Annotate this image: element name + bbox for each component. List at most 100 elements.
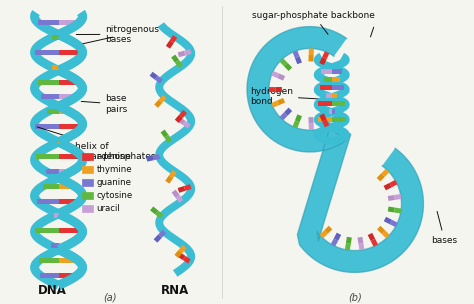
Polygon shape bbox=[30, 10, 87, 289]
Bar bbox=[82, 179, 93, 186]
Polygon shape bbox=[382, 230, 390, 238]
Polygon shape bbox=[51, 243, 58, 248]
Polygon shape bbox=[165, 175, 173, 184]
Polygon shape bbox=[394, 194, 401, 200]
Text: helix of
sugar-phosphates: helix of sugar-phosphates bbox=[37, 127, 156, 161]
Polygon shape bbox=[56, 246, 87, 289]
Text: (b): (b) bbox=[348, 292, 362, 302]
Text: base
pairs: base pairs bbox=[81, 94, 128, 114]
Polygon shape bbox=[175, 115, 183, 123]
Polygon shape bbox=[57, 139, 58, 144]
Polygon shape bbox=[284, 108, 292, 116]
Text: hydrogen
bond: hydrogen bond bbox=[250, 87, 322, 106]
Polygon shape bbox=[46, 169, 58, 174]
Polygon shape bbox=[172, 190, 180, 198]
Polygon shape bbox=[318, 117, 332, 122]
Polygon shape bbox=[39, 258, 58, 263]
Polygon shape bbox=[331, 238, 338, 247]
Polygon shape bbox=[324, 77, 332, 82]
Polygon shape bbox=[153, 154, 160, 160]
Polygon shape bbox=[332, 77, 340, 82]
Polygon shape bbox=[277, 74, 285, 81]
Polygon shape bbox=[178, 186, 185, 193]
Polygon shape bbox=[35, 124, 58, 129]
Polygon shape bbox=[53, 35, 58, 40]
Polygon shape bbox=[154, 100, 162, 108]
Polygon shape bbox=[57, 102, 87, 146]
Polygon shape bbox=[280, 58, 288, 66]
Text: bases: bases bbox=[431, 211, 457, 245]
Polygon shape bbox=[54, 213, 58, 219]
Polygon shape bbox=[47, 109, 58, 114]
Polygon shape bbox=[292, 50, 300, 58]
Polygon shape bbox=[358, 243, 365, 250]
Bar bbox=[82, 154, 93, 161]
Polygon shape bbox=[377, 173, 385, 181]
Polygon shape bbox=[292, 120, 300, 128]
Polygon shape bbox=[57, 31, 87, 74]
Polygon shape bbox=[38, 20, 58, 25]
Text: uracil: uracil bbox=[96, 204, 120, 213]
Polygon shape bbox=[58, 213, 63, 219]
Polygon shape bbox=[346, 237, 352, 244]
Polygon shape bbox=[321, 69, 332, 74]
Polygon shape bbox=[179, 110, 187, 118]
Polygon shape bbox=[332, 69, 342, 74]
Polygon shape bbox=[319, 230, 328, 238]
Polygon shape bbox=[30, 10, 87, 289]
Polygon shape bbox=[58, 154, 82, 159]
Polygon shape bbox=[322, 119, 329, 127]
Polygon shape bbox=[58, 184, 74, 189]
Polygon shape bbox=[388, 195, 395, 201]
Polygon shape bbox=[177, 117, 185, 125]
Polygon shape bbox=[164, 135, 172, 143]
Polygon shape bbox=[314, 53, 350, 146]
Bar bbox=[82, 166, 93, 173]
Polygon shape bbox=[58, 20, 79, 25]
Text: adenine: adenine bbox=[96, 153, 131, 161]
Polygon shape bbox=[295, 114, 302, 122]
Text: DNA: DNA bbox=[38, 284, 67, 297]
Polygon shape bbox=[146, 155, 154, 162]
Text: guanine: guanine bbox=[96, 178, 131, 187]
Polygon shape bbox=[394, 208, 401, 213]
Polygon shape bbox=[58, 258, 78, 263]
Polygon shape bbox=[58, 169, 72, 174]
Polygon shape bbox=[58, 80, 79, 85]
Polygon shape bbox=[57, 210, 87, 254]
Bar bbox=[82, 192, 93, 199]
Polygon shape bbox=[319, 57, 327, 65]
Polygon shape bbox=[319, 101, 332, 106]
Polygon shape bbox=[277, 98, 285, 105]
Polygon shape bbox=[155, 22, 195, 277]
Polygon shape bbox=[368, 233, 375, 241]
Polygon shape bbox=[150, 72, 158, 80]
Polygon shape bbox=[280, 112, 288, 120]
Polygon shape bbox=[36, 154, 58, 159]
Text: RNA: RNA bbox=[161, 284, 189, 297]
Polygon shape bbox=[357, 237, 364, 244]
Polygon shape bbox=[332, 109, 335, 114]
Polygon shape bbox=[58, 273, 77, 278]
Polygon shape bbox=[58, 199, 80, 204]
Polygon shape bbox=[309, 123, 314, 130]
Polygon shape bbox=[178, 51, 185, 57]
Polygon shape bbox=[390, 220, 398, 227]
Text: sugar-phosphate backbone: sugar-phosphate backbone bbox=[252, 11, 375, 34]
Polygon shape bbox=[150, 206, 158, 214]
Polygon shape bbox=[388, 206, 395, 212]
Polygon shape bbox=[58, 243, 66, 248]
Polygon shape bbox=[371, 239, 378, 247]
Polygon shape bbox=[58, 50, 82, 55]
Polygon shape bbox=[57, 138, 87, 181]
Polygon shape bbox=[174, 250, 182, 258]
Polygon shape bbox=[35, 50, 58, 55]
Polygon shape bbox=[58, 95, 76, 99]
Polygon shape bbox=[161, 130, 168, 138]
Polygon shape bbox=[345, 243, 351, 250]
Text: (a): (a) bbox=[104, 292, 117, 302]
Polygon shape bbox=[58, 35, 64, 40]
Polygon shape bbox=[332, 85, 344, 90]
Polygon shape bbox=[177, 252, 185, 260]
Polygon shape bbox=[319, 113, 327, 122]
